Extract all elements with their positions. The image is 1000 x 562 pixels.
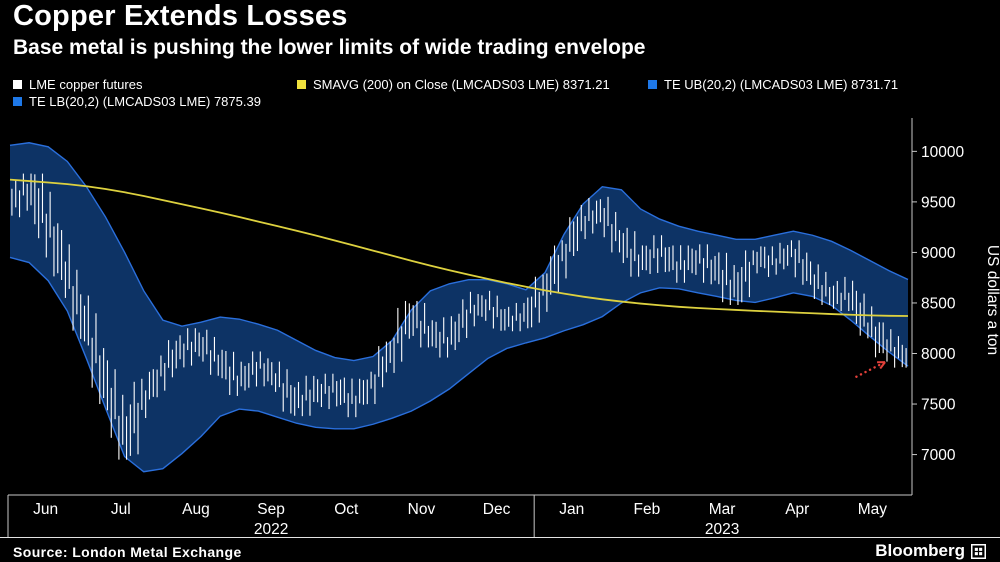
legend-swatch-price — [13, 80, 22, 89]
y-tick-label: 9500 — [921, 194, 956, 211]
x-tick-label: May — [858, 501, 888, 518]
year-label: 2022 — [254, 521, 288, 538]
y-tick-label: 7500 — [921, 397, 956, 414]
axes: 7000 7500 8000 8500 9000 9500 10000 US dollars … — [7, 118, 1000, 538]
x-tick-label: Dec — [483, 501, 511, 518]
x-tick-label: Feb — [634, 501, 661, 518]
source-text: Source: London Metal Exchange — [13, 544, 242, 560]
lower-band-line — [9, 256, 909, 473]
legend-swatch-smavg — [297, 80, 306, 89]
upper-band-line — [9, 142, 909, 362]
legend-item-smavg: SMAVG (200) on Close (LMCADS03 LME) 8371… — [297, 77, 610, 92]
trading-envelope-band — [9, 142, 909, 473]
legend-swatch-upper-band — [648, 80, 657, 89]
bloomberg-grid-icon — [971, 543, 986, 559]
footer-divider — [0, 537, 1000, 538]
price-chart: 7000 7500 8000 8500 9000 9500 10000 US dollars … — [7, 118, 1000, 538]
legend-label-price: LME copper futures — [29, 77, 143, 92]
bloomberg-logo: Bloomberg — [875, 541, 986, 561]
legend-swatch-lower-band — [13, 97, 22, 106]
legend-item-price: LME copper futures — [13, 77, 143, 92]
legend-item-upper-band: TE UB(20,2) (LMCADS03 LME) 8731.71 — [648, 77, 899, 92]
annotation-arrow — [855, 360, 887, 378]
sma — [9, 178, 909, 317]
bloomberg-wordmark: Bloomberg — [875, 541, 965, 560]
x-tick-label: Mar — [709, 501, 736, 518]
chart-legend: LME copper futures SMAVG (200) on Close … — [13, 77, 992, 114]
legend-label-upper-band: TE UB(20,2) (LMCADS03 LME) 8731.71 — [664, 77, 899, 92]
y-tick-label: 8500 — [921, 295, 956, 312]
x-tick-label: Sep — [257, 501, 285, 518]
legend-item-lower-band: TE LB(20,2) (LMCADS03 LME) 7875.39 — [13, 94, 261, 109]
y-tick-label: 7000 — [921, 447, 956, 464]
price-bars — [11, 173, 907, 460]
x-tick-label: Jan — [559, 501, 584, 518]
page-subtitle: Base metal is pushing the lower limits o… — [13, 36, 646, 59]
y-axis-title: US dollars a ton — [984, 245, 1000, 355]
legend-label-smavg: SMAVG (200) on Close (LMCADS03 LME) 8371… — [313, 77, 610, 92]
x-tick-label: Apr — [785, 501, 809, 518]
sma-line — [9, 178, 909, 317]
x-tick-label: Nov — [408, 501, 436, 518]
year-label: 2023 — [705, 521, 739, 538]
x-tick-label: Aug — [182, 501, 210, 518]
x-tick-label: Oct — [334, 501, 359, 518]
y-tick-label: 10000 — [921, 144, 964, 161]
page-title: Copper Extends Losses — [13, 0, 348, 32]
x-tick-label: Jun — [33, 501, 58, 518]
y-tick-label: 9000 — [921, 245, 956, 262]
legend-label-lower-band: TE LB(20,2) (LMCADS03 LME) 7875.39 — [29, 94, 261, 109]
y-tick-label: 8000 — [921, 346, 956, 363]
x-tick-label: Jul — [111, 501, 131, 518]
